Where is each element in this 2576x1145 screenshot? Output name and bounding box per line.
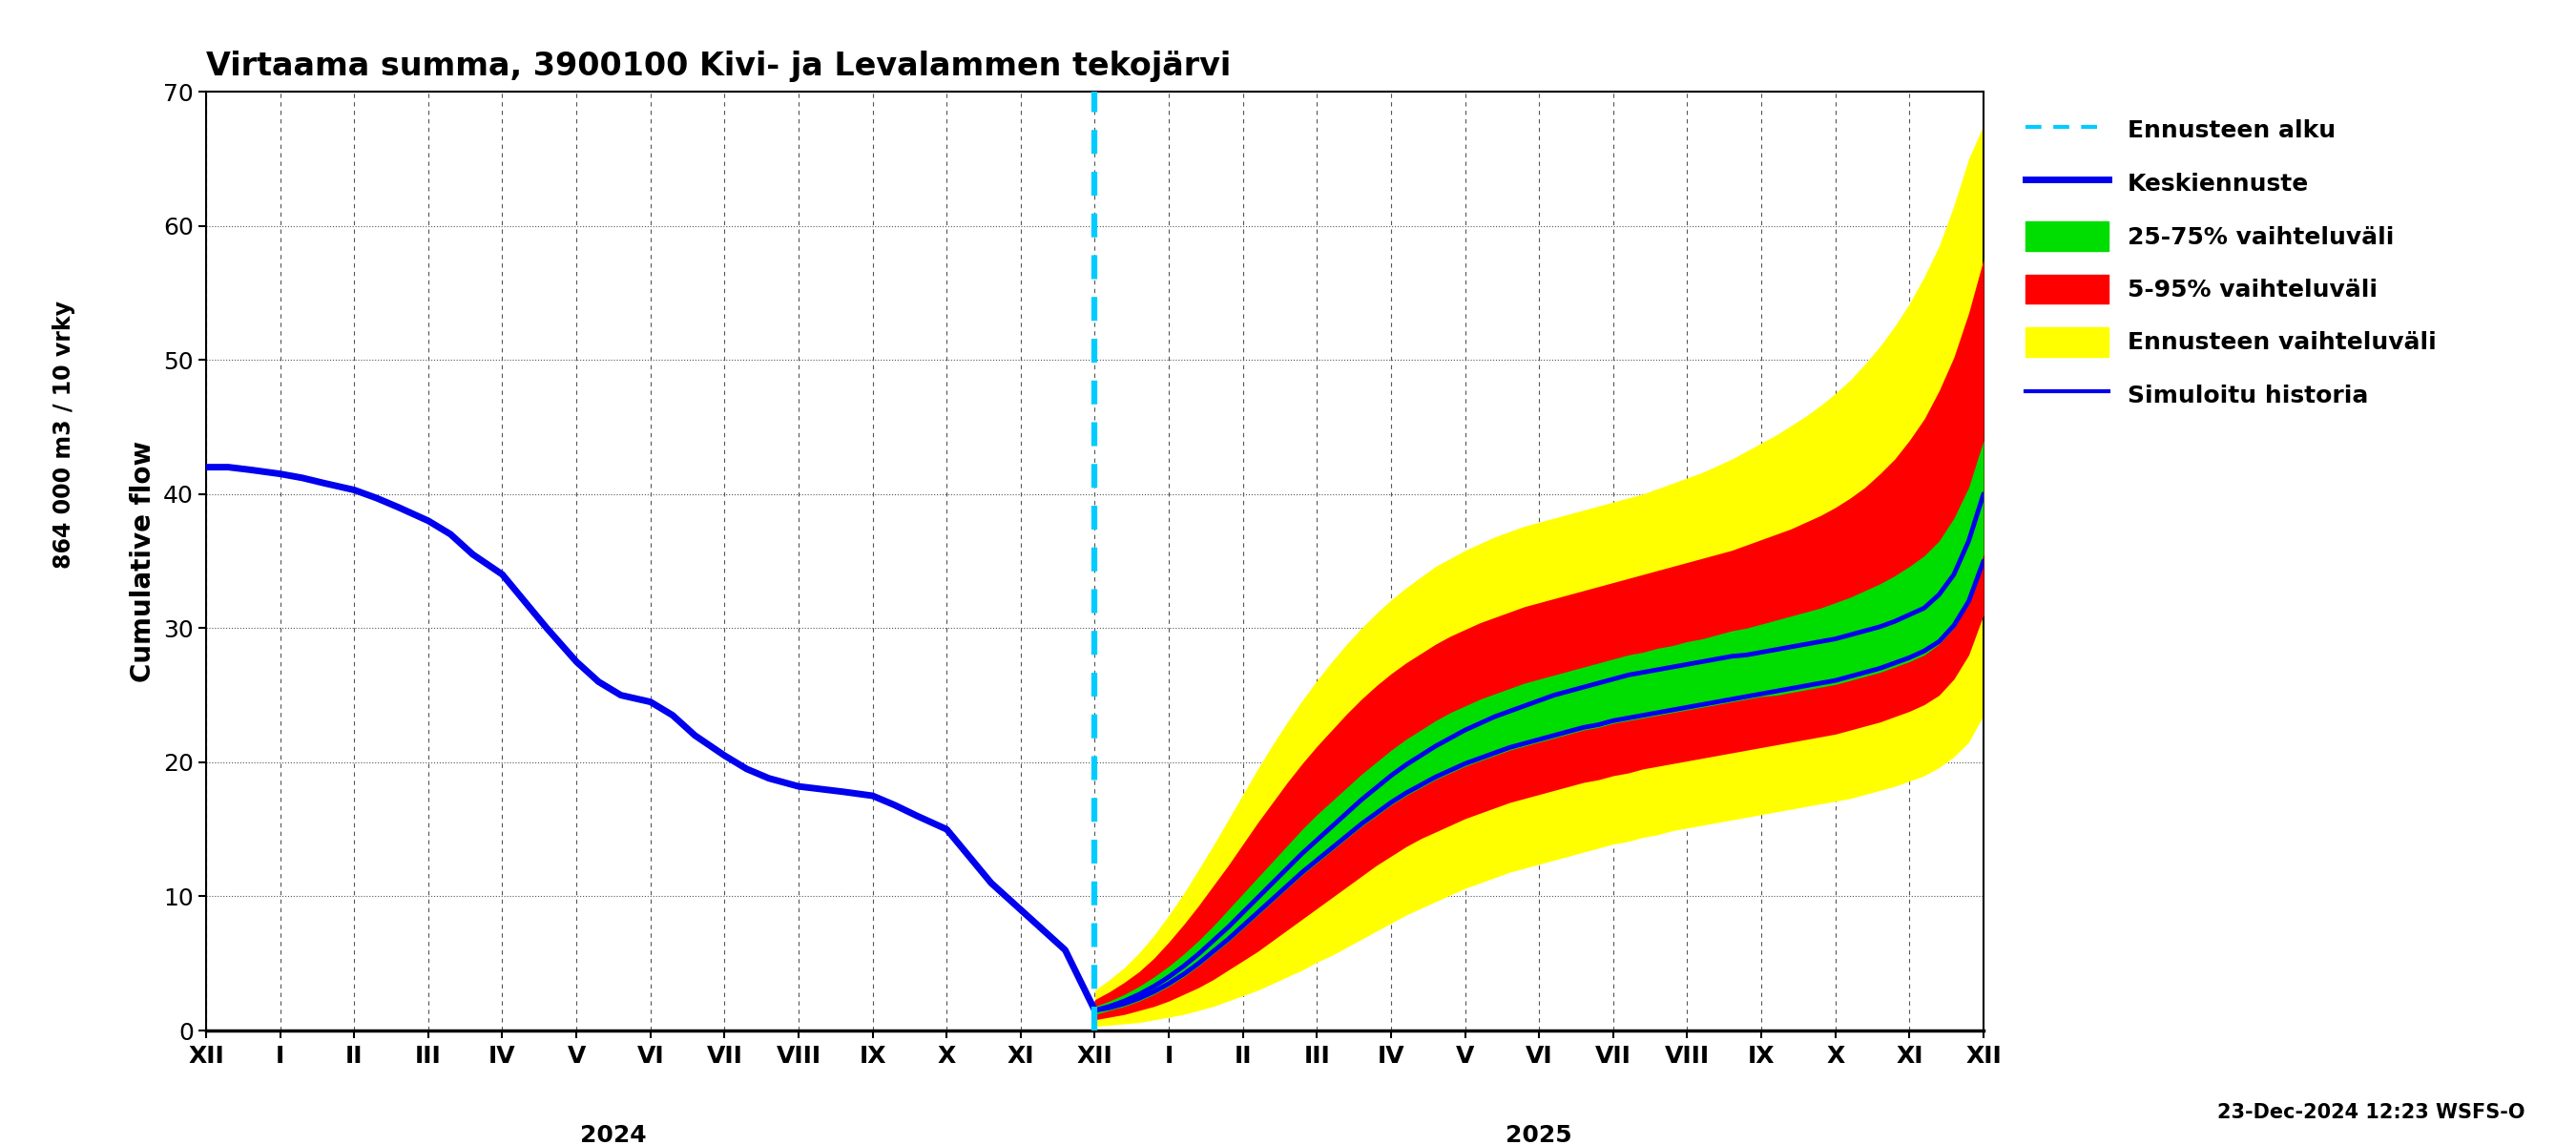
Text: 2025: 2025 <box>1507 1124 1571 1145</box>
Text: 864 000 m3 / 10 vrky: 864 000 m3 / 10 vrky <box>54 301 75 569</box>
Y-axis label: Cumulative flow: Cumulative flow <box>129 441 157 681</box>
Legend: Ennusteen alku, Keskiennuste, 25-75% vaihteluväli, 5-95% vaihteluväli, Ennusteen: Ennusteen alku, Keskiennuste, 25-75% vai… <box>2014 103 2450 421</box>
Text: 23-Dec-2024 12:23 WSFS-O: 23-Dec-2024 12:23 WSFS-O <box>2218 1103 2524 1122</box>
Text: Virtaama summa, 3900100 Kivi- ja Levalammen tekojärvi: Virtaama summa, 3900100 Kivi- ja Levalam… <box>206 50 1231 82</box>
Text: 2024: 2024 <box>580 1124 647 1145</box>
